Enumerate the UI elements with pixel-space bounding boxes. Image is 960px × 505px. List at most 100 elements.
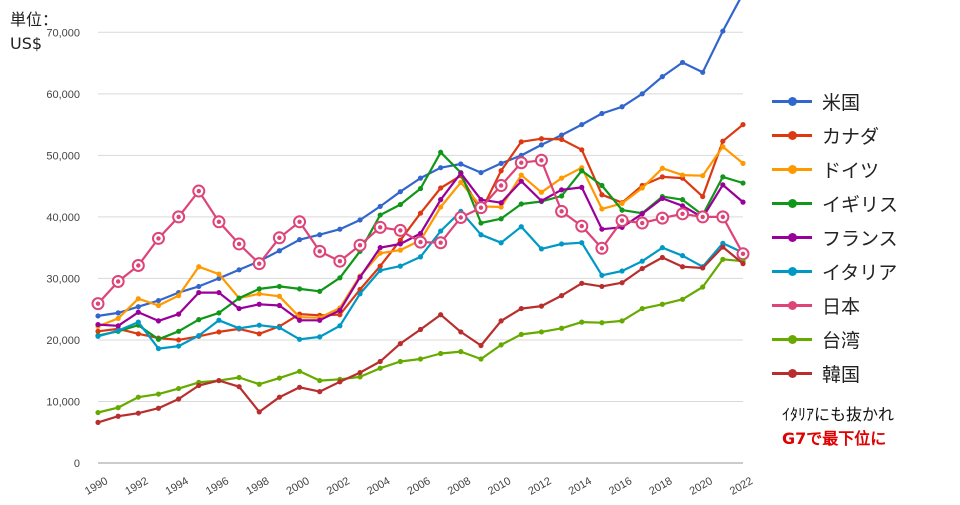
- data-point: [700, 69, 706, 75]
- data-point: [397, 247, 403, 253]
- data-point: [176, 328, 182, 334]
- data-point: [458, 161, 464, 167]
- data-point-core: [559, 209, 564, 214]
- data-point: [176, 311, 182, 317]
- data-point: [659, 254, 665, 261]
- y-tick-label: 40,000: [46, 212, 80, 224]
- data-point-core: [297, 219, 302, 225]
- annotation-line1: ｲﾀﾘｱにも抜かれ: [782, 405, 895, 424]
- data-point: [740, 199, 746, 205]
- data-point-core: [95, 301, 101, 306]
- data-point: [256, 322, 262, 328]
- data-point: [720, 244, 726, 250]
- data-point: [498, 318, 504, 324]
- x-tick-label: 2022: [728, 475, 755, 498]
- data-point: [95, 321, 101, 328]
- data-point: [619, 318, 625, 324]
- data-point: [740, 261, 746, 267]
- legend-swatch: [772, 232, 812, 242]
- chart-legend: 米国 カナダ ドイツ イギリス フランス イタリア 日本 台湾 韓国: [772, 84, 898, 390]
- data-point: [720, 256, 726, 262]
- data-point-core: [115, 279, 121, 284]
- data-point: [95, 419, 101, 425]
- data-point: [639, 258, 645, 264]
- data-point: [639, 211, 645, 217]
- data-point: [236, 305, 242, 312]
- data-point: [700, 265, 706, 271]
- legend-swatch: [772, 334, 812, 344]
- series-7: [95, 256, 746, 416]
- data-point: [115, 405, 121, 411]
- data-point: [417, 356, 424, 362]
- legend-swatch: [772, 368, 812, 378]
- data-point: [498, 168, 504, 174]
- legend-item-0: 米国: [772, 84, 898, 118]
- data-point: [498, 240, 504, 246]
- y-tick-label: 30,000: [46, 273, 80, 285]
- x-axis-ticks: 1990 1992 1994 1996 1998 2000 2002 2004 2006 2008…: [83, 475, 755, 498]
- legend-swatch: [772, 164, 812, 174]
- data-point: [337, 307, 343, 314]
- legend-item-8: 韓国: [772, 356, 898, 390]
- data-point: [296, 317, 303, 323]
- data-point: [558, 241, 565, 247]
- data-point: [377, 250, 383, 256]
- data-point: [176, 337, 182, 343]
- data-point: [276, 248, 283, 254]
- data-point: [438, 228, 444, 234]
- data-point: [115, 323, 121, 329]
- data-point: [155, 405, 162, 411]
- data-point: [317, 288, 323, 294]
- data-point: [196, 283, 202, 290]
- legend-item-1: カナダ: [772, 118, 898, 152]
- data-point: [659, 174, 665, 180]
- data-point: [740, 180, 746, 186]
- data-point: [458, 179, 464, 186]
- series-8: [95, 244, 746, 425]
- x-tick-label: 2014: [567, 475, 594, 498]
- data-point: [619, 207, 625, 213]
- data-point: [196, 317, 202, 323]
- data-point: [579, 280, 585, 286]
- data-point-core: [438, 240, 443, 245]
- data-point: [196, 382, 202, 389]
- data-point: [498, 160, 504, 166]
- data-point: [538, 303, 545, 309]
- data-point: [115, 413, 121, 419]
- y-tick-label: 0: [74, 458, 80, 470]
- data-point: [176, 343, 182, 349]
- data-point-core: [579, 223, 584, 229]
- data-point: [558, 325, 565, 331]
- data-point: [619, 268, 625, 274]
- legend-swatch: [772, 198, 812, 208]
- unit-label-line2: US$: [10, 34, 43, 53]
- data-point: [236, 374, 242, 381]
- data-point: [679, 296, 686, 302]
- data-point: [176, 396, 182, 402]
- legend-label: 台湾: [822, 329, 861, 352]
- data-point: [357, 291, 363, 297]
- data-point: [377, 263, 383, 269]
- legend-item-3: イギリス: [772, 186, 898, 220]
- x-tick-label: 2020: [688, 475, 715, 498]
- data-point: [558, 175, 565, 181]
- data-point: [337, 275, 343, 281]
- data-point-core: [458, 215, 464, 220]
- legend-label: 米国: [822, 91, 861, 114]
- data-point: [417, 210, 424, 216]
- data-point: [115, 328, 121, 334]
- data-point-core: [176, 214, 181, 220]
- legend-label: 韓国: [822, 363, 861, 386]
- legend-swatch: [772, 300, 812, 310]
- unit-label: 単位： US$: [10, 8, 58, 56]
- data-point: [417, 326, 424, 333]
- data-point: [518, 305, 524, 312]
- data-point-core: [700, 214, 705, 220]
- data-point-core: [216, 219, 222, 225]
- data-point: [458, 329, 464, 335]
- data-point: [276, 375, 283, 381]
- data-point: [599, 272, 605, 278]
- data-point-core: [196, 188, 201, 194]
- data-point: [498, 342, 504, 348]
